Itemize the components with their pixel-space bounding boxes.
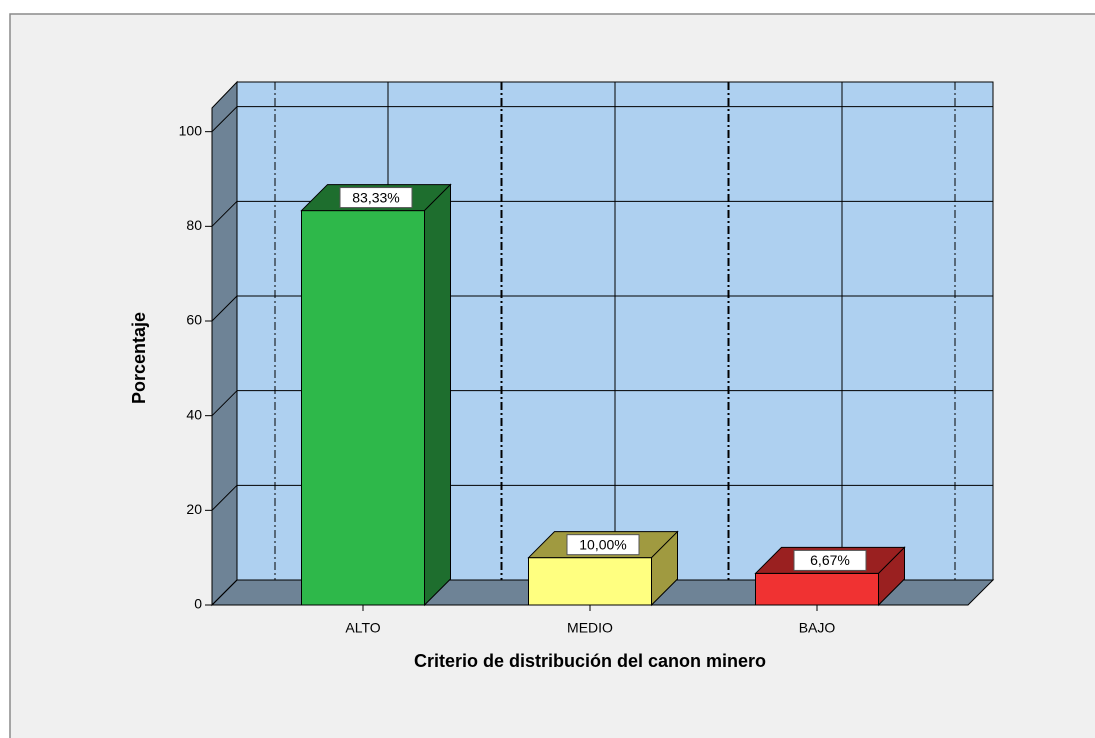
bar-side bbox=[878, 546, 905, 607]
value-label: 6,67% bbox=[810, 552, 850, 568]
x-tick-label: BAJO bbox=[799, 620, 836, 636]
value-label: 83,33% bbox=[352, 189, 399, 205]
bar-side bbox=[651, 530, 678, 607]
grid-line bbox=[211, 390, 238, 417]
bar-front bbox=[301, 210, 425, 606]
x-axis-title: Criterio de distribución del canon miner… bbox=[414, 651, 766, 671]
x-tick-label: MEDIO bbox=[567, 620, 613, 636]
value-label-box bbox=[339, 187, 413, 209]
bar-front bbox=[528, 557, 652, 606]
y-axis-title: Porcentaje bbox=[129, 312, 149, 404]
y-tick-label: 80 bbox=[186, 217, 202, 233]
grid-line bbox=[211, 295, 238, 322]
y-tick-label: 0 bbox=[194, 596, 202, 612]
grid-line bbox=[211, 106, 238, 133]
value-label: 10,00% bbox=[579, 536, 626, 552]
value-label-box bbox=[566, 534, 640, 556]
y-tick-label: 100 bbox=[179, 122, 203, 138]
y-tick-label: 40 bbox=[186, 406, 202, 422]
bar-side bbox=[424, 183, 451, 607]
grid-line bbox=[211, 484, 238, 511]
left-wall bbox=[211, 80, 238, 607]
x-tick-label: ALTO bbox=[345, 620, 380, 636]
y-tick-label: 20 bbox=[186, 501, 202, 517]
grid-line bbox=[211, 200, 238, 227]
y-tick-label: 60 bbox=[186, 312, 202, 328]
bar-front bbox=[755, 572, 879, 606]
value-label-box bbox=[793, 549, 867, 571]
grid-line bbox=[211, 579, 238, 606]
